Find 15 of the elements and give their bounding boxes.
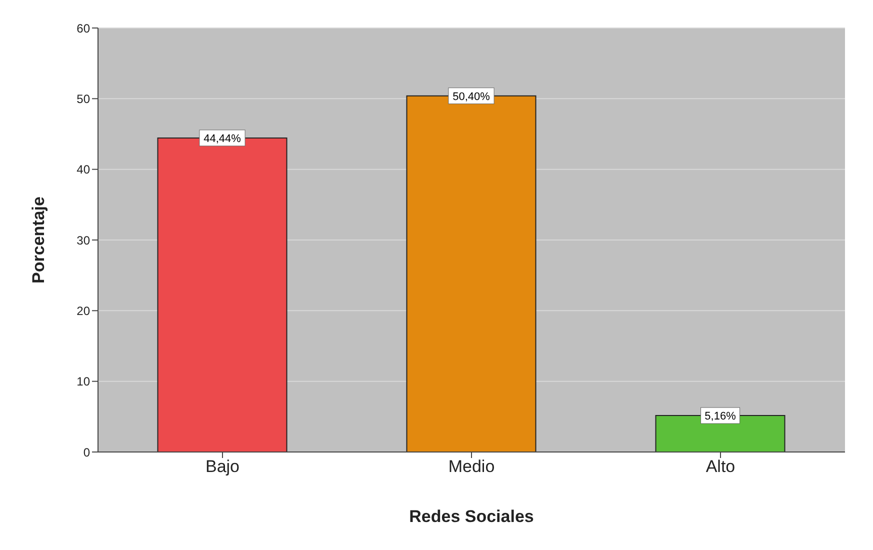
data-label: 50,40%: [452, 90, 490, 103]
data-label: 44,44%: [204, 132, 242, 145]
y-tick-label: 40: [76, 162, 90, 177]
y-tick-label: 0: [83, 445, 90, 460]
y-tick-label: 60: [76, 21, 90, 36]
x-tick-label: Medio: [448, 457, 495, 476]
y-tick-label: 10: [76, 374, 90, 389]
y-tick-label: 50: [76, 92, 90, 106]
x-axis-title: Redes Sociales: [409, 507, 534, 526]
y-tick-label: 30: [76, 233, 90, 248]
y-tick-label: 20: [76, 304, 90, 318]
y-axis-title: Porcentaje: [29, 196, 48, 284]
x-tick-label: Bajo: [205, 457, 240, 476]
data-label: 5,16%: [704, 410, 736, 423]
x-tick-label: Alto: [706, 457, 736, 476]
